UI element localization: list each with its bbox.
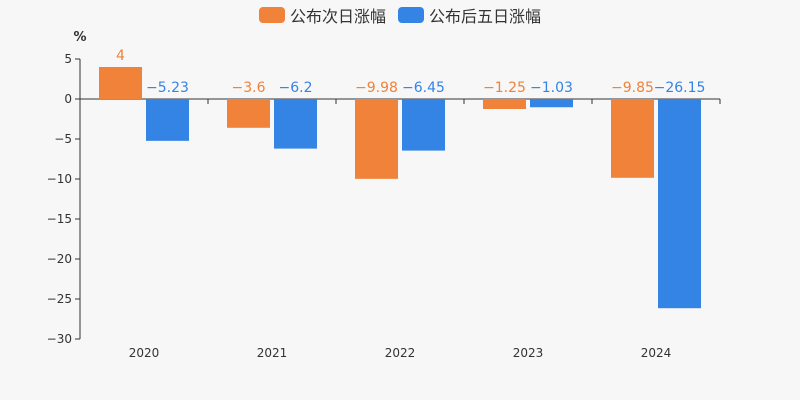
- legend-swatch-series-2: [398, 7, 424, 23]
- y-axis-label: %: [73, 30, 86, 45]
- data-label-series-2: −5.23: [146, 80, 189, 96]
- data-label-series-1: −9.98: [355, 80, 398, 96]
- bar-series-1: [227, 99, 270, 128]
- legend-item-series-1[interactable]: 公布次日涨幅: [258, 3, 386, 27]
- data-label-series-1: −1.25: [483, 80, 526, 96]
- legend-item-series-2[interactable]: 公布后五日涨幅: [398, 3, 541, 27]
- data-label-series-2: −1.03: [530, 80, 573, 96]
- x-tick-label: 2022: [385, 346, 416, 360]
- y-tick-label: −25: [47, 292, 72, 306]
- bar-series-1: [483, 99, 526, 109]
- data-label-series-2: −6.2: [279, 80, 313, 96]
- legend-label-series-1: 公布次日涨幅: [289, 7, 386, 26]
- bar-series-2: [530, 99, 573, 108]
- bar-series-1: [99, 67, 142, 99]
- data-label-series-1: −9.85: [611, 80, 654, 96]
- x-tick-label: 2021: [257, 346, 288, 360]
- bar-series-2: [146, 99, 189, 141]
- data-label-series-1: −3.6: [232, 80, 266, 96]
- x-tick-label: 2020: [129, 346, 160, 360]
- data-label-series-2: −6.45: [402, 80, 445, 96]
- bar-series-1: [611, 99, 654, 178]
- y-tick-label: −30: [47, 332, 72, 346]
- x-tick-label: 2024: [641, 346, 672, 360]
- bar-series-2: [658, 99, 701, 309]
- bar-series-1: [355, 99, 398, 179]
- y-tick-label: −10: [47, 172, 72, 186]
- y-tick-label: −20: [47, 252, 72, 266]
- y-tick-label: −15: [47, 212, 72, 226]
- legend-label-series-2: 公布后五日涨幅: [429, 7, 542, 26]
- bar-series-2: [274, 99, 317, 149]
- legend: 公布次日涨幅 公布后五日涨幅: [0, 3, 800, 27]
- data-label-series-2: −26.15: [654, 80, 706, 96]
- y-tick-label: −5: [54, 132, 72, 146]
- bar-series-2: [402, 99, 445, 151]
- x-tick-label: 2023: [513, 346, 544, 360]
- data-label-series-1: 4: [116, 48, 125, 64]
- legend-swatch-series-1: [258, 7, 285, 23]
- y-tick-label: 5: [64, 52, 72, 66]
- y-tick-label: 0: [64, 92, 72, 106]
